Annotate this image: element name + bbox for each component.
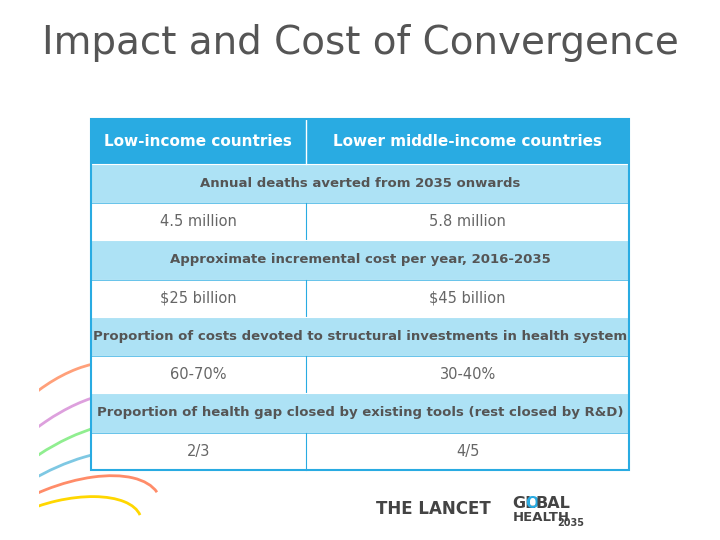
Text: Impact and Cost of Convergence: Impact and Cost of Convergence <box>42 24 678 62</box>
Text: $25 billion: $25 billion <box>160 291 237 306</box>
Text: 60-70%: 60-70% <box>170 367 227 382</box>
Text: $45 billion: $45 billion <box>429 291 506 306</box>
Bar <box>91 280 629 317</box>
Text: Annual deaths averted from 2035 onwards: Annual deaths averted from 2035 onwards <box>200 177 520 190</box>
Bar <box>91 393 629 433</box>
Text: 4/5: 4/5 <box>456 444 480 458</box>
Text: Proportion of health gap closed by existing tools (rest closed by R&D): Proportion of health gap closed by exist… <box>96 407 624 420</box>
Text: Proportion of costs devoted to structural investments in health system: Proportion of costs devoted to structura… <box>93 330 627 343</box>
Bar <box>91 119 629 164</box>
Text: 5.8 million: 5.8 million <box>429 214 506 229</box>
Text: BAL: BAL <box>536 496 570 511</box>
Text: O: O <box>526 496 539 511</box>
Text: 2035: 2035 <box>557 518 585 528</box>
Bar <box>91 164 629 203</box>
Bar <box>91 119 629 470</box>
Text: Lower middle-income countries: Lower middle-income countries <box>333 134 602 148</box>
Text: GL: GL <box>513 496 536 511</box>
Text: HEALTH: HEALTH <box>513 511 570 524</box>
Bar <box>91 317 629 356</box>
Text: Low-income countries: Low-income countries <box>104 134 292 148</box>
Bar <box>91 203 629 240</box>
Bar <box>91 433 629 470</box>
Text: THE LANCET: THE LANCET <box>377 500 491 518</box>
Bar <box>91 240 629 280</box>
Text: Approximate incremental cost per year, 2016-2035: Approximate incremental cost per year, 2… <box>170 253 550 266</box>
Text: 30-40%: 30-40% <box>440 367 496 382</box>
Text: 2/3: 2/3 <box>186 444 210 458</box>
Bar <box>91 356 629 393</box>
Text: 4.5 million: 4.5 million <box>160 214 237 229</box>
